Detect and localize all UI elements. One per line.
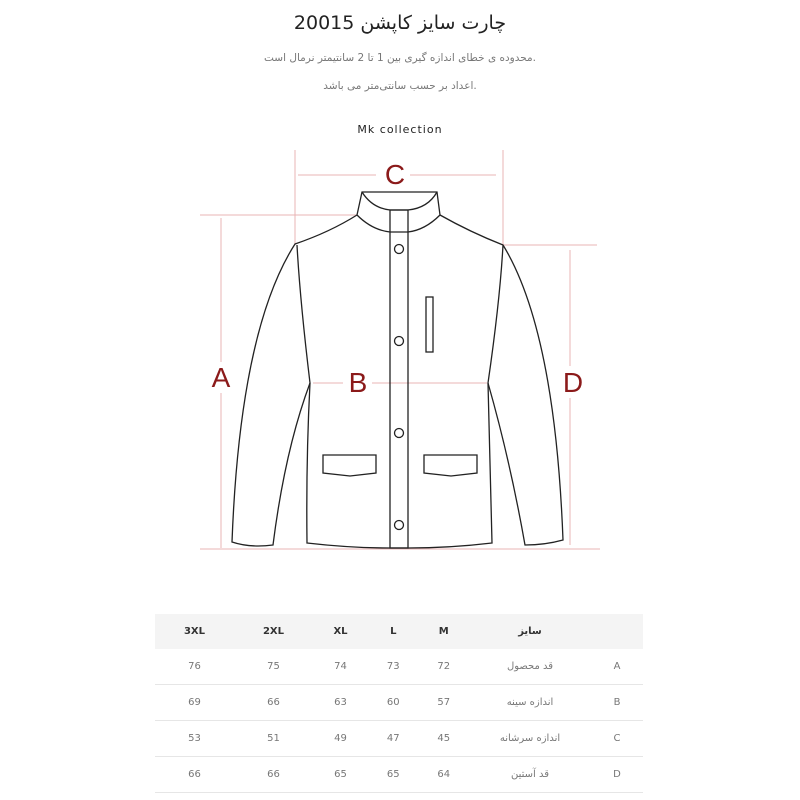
label-d: D xyxy=(563,367,583,398)
table-header: سایز M L XL 2XL 3XL xyxy=(155,614,643,649)
label-b: B xyxy=(349,367,368,398)
row-name: اندازه سینه xyxy=(469,684,591,721)
button-icon xyxy=(393,243,405,255)
label-a: A xyxy=(212,362,231,393)
page-title: چارت سایز کاپشن 20015 xyxy=(293,12,507,34)
size-value: 63 xyxy=(312,684,369,721)
table-row: B اندازه سینه 57 60 63 66 69 xyxy=(155,684,643,721)
size-value: 64 xyxy=(418,756,469,793)
size-value: 45 xyxy=(418,720,469,757)
size-value: 66 xyxy=(233,684,313,721)
size-table: سایز M L XL 2XL 3XL A قد محصول 72 73 74 75 76 B… xyxy=(155,614,643,793)
jacket-outline xyxy=(231,191,564,549)
size-value: 47 xyxy=(368,720,419,757)
table-row: A قد محصول 72 73 74 75 76 xyxy=(155,649,643,685)
size-value: 65 xyxy=(368,756,419,793)
size-value: 73 xyxy=(368,649,419,685)
button-icon xyxy=(393,427,405,439)
brand-name: Mk collection xyxy=(357,123,443,136)
size-value: 53 xyxy=(155,720,234,757)
size-value: 60 xyxy=(368,684,419,721)
size-value: 66 xyxy=(233,756,313,793)
size-value: 75 xyxy=(233,649,313,685)
size-value: 69 xyxy=(155,684,234,721)
label-c: C xyxy=(385,159,405,190)
size-value: 72 xyxy=(418,649,469,685)
jacket-diagram: C A B D xyxy=(200,150,600,550)
row-code: D xyxy=(591,756,643,793)
row-code: C xyxy=(591,720,643,757)
header-size: سایز xyxy=(469,614,591,649)
table-row: D قد آستین 64 65 65 66 66 xyxy=(155,756,643,793)
row-name: قد آستین xyxy=(469,756,591,793)
size-value: 65 xyxy=(312,756,369,793)
size-value: 51 xyxy=(233,720,313,757)
button-icon xyxy=(393,335,405,347)
note-tolerance: محدوده ی خطای اندازه گیری بین 1 تا 2 سان… xyxy=(263,52,537,64)
row-name: اندازه سرشانه xyxy=(469,720,591,757)
row-name: قد محصول xyxy=(469,649,591,685)
size-value: 74 xyxy=(312,649,369,685)
size-value: 57 xyxy=(418,684,469,721)
row-code: B xyxy=(591,684,643,721)
size-value: 76 xyxy=(155,649,234,685)
button-icon xyxy=(393,519,405,531)
table-row: C اندازه سرشانه 45 47 49 51 53 xyxy=(155,720,643,757)
note-units: اعداد بر حسب سانتی‌متر می باشد. xyxy=(323,80,477,92)
row-code: A xyxy=(591,649,643,685)
size-value: 49 xyxy=(312,720,369,757)
measure-guides xyxy=(200,150,600,550)
size-value: 66 xyxy=(155,756,234,793)
